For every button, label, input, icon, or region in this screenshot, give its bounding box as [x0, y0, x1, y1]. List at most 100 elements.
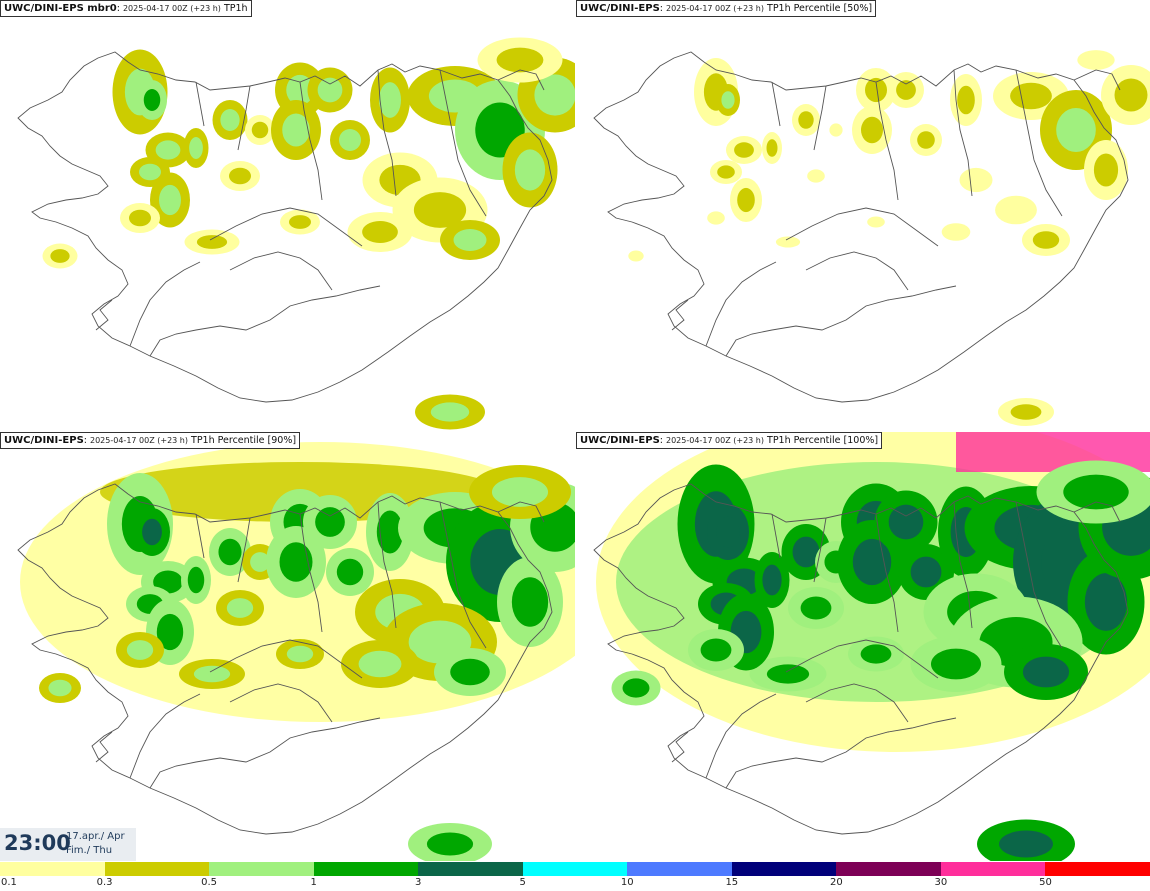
precip-cell	[700, 638, 732, 662]
precip-cell	[959, 167, 993, 193]
precip-cell	[226, 598, 254, 618]
precip-cell	[220, 109, 240, 131]
precip-cell	[286, 645, 314, 663]
precipitation-map	[593, 432, 1150, 862]
map-panel-4: UWC/DINI-EPS: 2025-04-17 00Z (+23 h) TP1…	[576, 432, 1150, 862]
precip-cell	[450, 658, 490, 686]
legend-color-swatch	[418, 862, 523, 876]
precip-cell	[159, 184, 181, 216]
precip-cell	[792, 536, 820, 568]
horizontal-divider	[0, 430, 1150, 432]
precip-cell	[867, 216, 885, 228]
precip-cell	[1084, 573, 1128, 631]
precip-cell	[251, 121, 269, 139]
precip-cell	[379, 82, 401, 118]
precip-cell	[1093, 153, 1119, 187]
map-panel-3: UWC/DINI-EPS: 2025-04-17 00Z (+23 h) TP1…	[0, 432, 575, 862]
precip-cell	[829, 123, 843, 137]
precip-cell	[1010, 404, 1042, 420]
legend-tick-label: 30	[934, 877, 948, 888]
precip-cell	[1010, 82, 1052, 110]
precipitation-color-legend: 0.1 0.3 0.5 1 3 5 10 15 20 30 50	[0, 861, 1150, 891]
precip-cell	[453, 229, 487, 251]
precip-cell	[917, 131, 935, 149]
precip-cell	[430, 402, 470, 422]
precip-cell	[628, 250, 644, 262]
legend-tick-label: 0.5	[201, 877, 218, 888]
run-info: 2025-04-17 00Z (+23 h)	[666, 436, 764, 445]
precip-cell	[798, 111, 814, 129]
precip-cell	[514, 149, 546, 191]
legend-tick-label: 0.1	[1, 877, 17, 888]
precip-cell	[282, 113, 310, 147]
precip-cell	[48, 679, 72, 697]
precip-cell	[860, 644, 892, 664]
precip-cell	[286, 74, 314, 106]
legend-tick-label: 3	[414, 877, 422, 888]
precip-cell	[143, 89, 161, 111]
precip-cell	[491, 477, 549, 507]
panel-title: UWC/DINI-EPS: 2025-04-17 00Z (+23 h) TP1…	[576, 0, 877, 17]
precip-cell	[999, 830, 1053, 858]
legend-tick-label: 5	[519, 877, 526, 888]
precip-cell	[139, 163, 161, 181]
precip-cell	[910, 556, 942, 588]
precip-cell	[930, 648, 982, 680]
map-panel-2: UWC/DINI-EPS: 2025-04-17 00Z (+23 h) TP1…	[576, 0, 1150, 430]
precip-cell	[1032, 231, 1060, 249]
model-name: UWC/DINI-EPS	[4, 435, 84, 446]
precip-cell	[129, 209, 151, 227]
precip-cell	[511, 577, 549, 627]
panel-title: UWC/DINI-EPS: 2025-04-17 00Z (+23 h) TP1…	[576, 432, 883, 449]
field-name: TP1h Percentile [90%]	[191, 435, 297, 446]
precip-cell	[775, 236, 801, 248]
precip-cell	[187, 566, 205, 594]
legend-color-swatch	[104, 862, 210, 876]
panel-title: UWC/DINI-EPS: 2025-04-17 00Z (+23 h) TP1…	[0, 432, 301, 449]
precip-cell	[193, 665, 231, 683]
field-name: TP1h Percentile [50%]	[767, 3, 873, 14]
precipitation-map	[17, 37, 575, 430]
precip-cell	[534, 74, 575, 116]
precip-cell	[339, 129, 361, 151]
legend-color-swatch	[731, 862, 837, 876]
precip-cell	[336, 558, 364, 586]
precipitation-map	[593, 50, 1150, 426]
precip-cell	[156, 613, 184, 651]
precip-cell	[896, 80, 916, 100]
precip-cell	[155, 140, 181, 160]
legend-color-swatch	[1045, 862, 1150, 876]
precip-cell	[861, 116, 883, 144]
legend-color-swatch	[209, 862, 314, 876]
precip-cell	[1077, 50, 1115, 70]
precip-cell	[721, 91, 735, 109]
valid-weekday: Fim./ Thu	[66, 845, 113, 856]
precip-cell	[1063, 474, 1129, 510]
precip-cell	[142, 518, 162, 546]
precip-cell	[362, 221, 398, 243]
precip-cell	[995, 195, 1037, 225]
legend-tick-label: 10	[620, 877, 634, 888]
precip-cell	[1114, 78, 1148, 112]
valid-date: 17.apr./ Apr	[66, 831, 125, 842]
legend-tick-label: 20	[829, 877, 843, 888]
precip-cell	[50, 249, 70, 263]
precip-cell	[1056, 108, 1096, 152]
precip-cell	[126, 640, 154, 660]
legend-color-swatch	[522, 862, 628, 876]
precip-cell	[888, 504, 924, 540]
valid-time: 23:00	[4, 831, 71, 855]
precip-cell	[229, 167, 251, 185]
precip-cell	[716, 516, 740, 548]
model-name: UWC/DINI-EPS	[580, 3, 660, 14]
precip-cell	[807, 169, 825, 183]
model-name: UWC/DINI-EPS	[580, 435, 660, 446]
precip-cell	[315, 507, 345, 537]
precip-cell	[218, 538, 242, 566]
precip-cell	[413, 192, 467, 228]
legend-color-swatch	[0, 862, 105, 876]
precip-cell	[766, 139, 778, 157]
precip-cell	[376, 510, 404, 554]
precip-cell	[762, 564, 782, 596]
legend-color-swatch	[627, 862, 732, 876]
